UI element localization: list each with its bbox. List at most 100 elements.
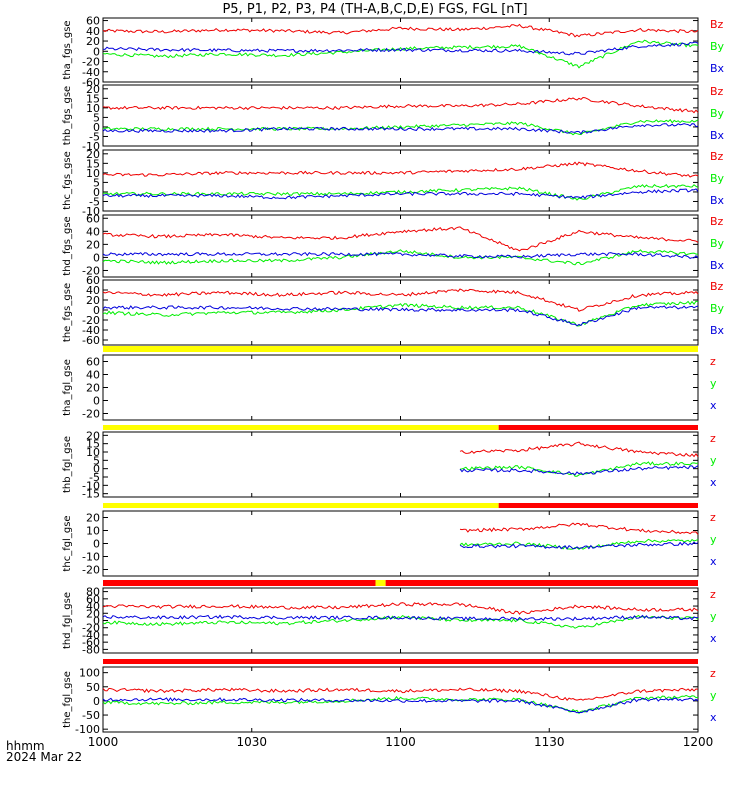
series-line bbox=[459, 465, 699, 476]
y-tick-label: -40 bbox=[82, 629, 100, 642]
y-tick-label: 20 bbox=[86, 607, 100, 620]
quality-bar-segment bbox=[385, 580, 698, 586]
series-line bbox=[102, 41, 699, 56]
series-line bbox=[459, 461, 699, 477]
panel-frame bbox=[102, 431, 699, 498]
series-line bbox=[459, 441, 699, 458]
legend-entry: Bx bbox=[710, 259, 725, 272]
series-line bbox=[102, 161, 699, 178]
y-tick-label: -60 bbox=[82, 334, 100, 347]
y-tick-label: 20 bbox=[86, 83, 100, 96]
y-axis-label: thd_fgl_gse bbox=[62, 592, 73, 649]
y-tick-label: 0 bbox=[93, 615, 100, 628]
y-tick-label: 5 bbox=[93, 176, 100, 189]
quality-bar-segment bbox=[103, 425, 499, 430]
y-tick-label: 20 bbox=[86, 238, 100, 251]
legend-entry: x bbox=[710, 711, 717, 724]
y-axis-label: tha_fgl_gse bbox=[62, 359, 73, 416]
y-axis-label: the_fgl_gse bbox=[62, 671, 73, 728]
series-line bbox=[102, 288, 699, 312]
legend-entry: Bx bbox=[710, 62, 725, 75]
legend-entry: z bbox=[710, 667, 716, 680]
y-tick-label: 60 bbox=[86, 593, 100, 606]
y-axis-label: tha_fgs_gse bbox=[62, 20, 73, 79]
y-tick-label: 0 bbox=[93, 538, 100, 551]
y-axis-label: thc_fgs_gse bbox=[62, 151, 73, 210]
series-line bbox=[102, 23, 699, 38]
series-line bbox=[102, 300, 699, 327]
quality-bar-segment bbox=[103, 503, 499, 508]
quality-bar-segment bbox=[375, 580, 386, 586]
y-axis-label: thb_fgs_gse bbox=[62, 86, 73, 145]
x-tick-label: 1000 bbox=[88, 735, 119, 749]
series-line bbox=[102, 39, 699, 69]
y-tick-label: 10 bbox=[86, 525, 100, 538]
time-axis-label: hhmm bbox=[6, 739, 45, 753]
quality-bar-segment bbox=[103, 346, 698, 352]
legend-entry: z bbox=[710, 588, 716, 601]
x-tick-label: 1030 bbox=[236, 735, 267, 749]
panel-frame bbox=[102, 149, 699, 212]
y-tick-label: 0 bbox=[93, 45, 100, 58]
series-line bbox=[102, 118, 699, 136]
legend-entry: Bz bbox=[710, 85, 724, 98]
y-axis-label: the_fgs_gse bbox=[62, 283, 73, 342]
y-tick-label: -60 bbox=[82, 636, 100, 649]
series-line bbox=[102, 249, 699, 266]
legend-entry: Bx bbox=[710, 129, 725, 142]
y-tick-label: 40 bbox=[86, 284, 100, 297]
y-tick-label: -15 bbox=[82, 488, 100, 501]
y-tick-label: -100 bbox=[75, 723, 100, 736]
y-tick-label: 10 bbox=[86, 167, 100, 180]
y-tick-label: 100 bbox=[79, 667, 100, 680]
quality-bar-segment bbox=[498, 503, 698, 508]
legend-entry: x bbox=[710, 399, 717, 412]
series-line bbox=[102, 614, 699, 629]
y-tick-label: -80 bbox=[82, 643, 100, 656]
series-line bbox=[459, 541, 699, 550]
legend-entry: y bbox=[710, 610, 717, 623]
y-tick-label: 20 bbox=[86, 148, 100, 161]
y-tick-label: -5 bbox=[89, 195, 100, 208]
y-tick-label: 0 bbox=[93, 186, 100, 199]
chart-title: P5, P1, P2, P3, P4 (TH-A,B,C,D,E) FGS, F… bbox=[222, 2, 528, 17]
y-tick-label: -20 bbox=[82, 314, 100, 327]
panel-frame bbox=[102, 510, 699, 577]
series-line bbox=[102, 226, 699, 252]
y-tick-label: -60 bbox=[82, 76, 100, 89]
series-line bbox=[459, 522, 699, 535]
y-tick-label: 15 bbox=[86, 438, 100, 451]
y-tick-label: 20 bbox=[86, 35, 100, 48]
y-tick-label: -50 bbox=[82, 709, 100, 722]
panel-frame bbox=[102, 214, 699, 278]
series-line bbox=[102, 687, 699, 701]
legend-entry: By bbox=[710, 172, 725, 185]
y-tick-label: -20 bbox=[82, 264, 100, 277]
series-line bbox=[102, 123, 699, 135]
legend-entry: y bbox=[710, 377, 717, 390]
y-tick-label: 40 bbox=[86, 25, 100, 38]
y-axis-label: thd_fgs_gse bbox=[62, 216, 73, 275]
legend-entry: Bz bbox=[710, 280, 724, 293]
legend-entry: z bbox=[710, 355, 716, 368]
y-tick-label: 40 bbox=[86, 600, 100, 613]
series-line bbox=[102, 183, 699, 201]
panel-frame bbox=[102, 279, 699, 346]
y-axis-label: thb_fgl_gse bbox=[62, 436, 73, 493]
quality-bar-segment bbox=[498, 425, 698, 430]
legend-entry: y bbox=[710, 533, 717, 546]
y-tick-label: 0 bbox=[93, 463, 100, 476]
legend-entry: By bbox=[710, 107, 725, 120]
y-tick-label: 0 bbox=[93, 121, 100, 134]
legend-entry: Bx bbox=[710, 324, 725, 337]
y-tick-label: 15 bbox=[86, 157, 100, 170]
y-tick-label: 15 bbox=[86, 92, 100, 105]
legend-entry: x bbox=[710, 476, 717, 489]
y-tick-label: 0 bbox=[93, 395, 100, 408]
y-tick-label: -10 bbox=[82, 479, 100, 492]
legend-entry: y bbox=[710, 454, 717, 467]
legend-entry: x bbox=[710, 632, 717, 645]
legend-entry: By bbox=[710, 237, 725, 250]
y-tick-label: -20 bbox=[82, 622, 100, 635]
